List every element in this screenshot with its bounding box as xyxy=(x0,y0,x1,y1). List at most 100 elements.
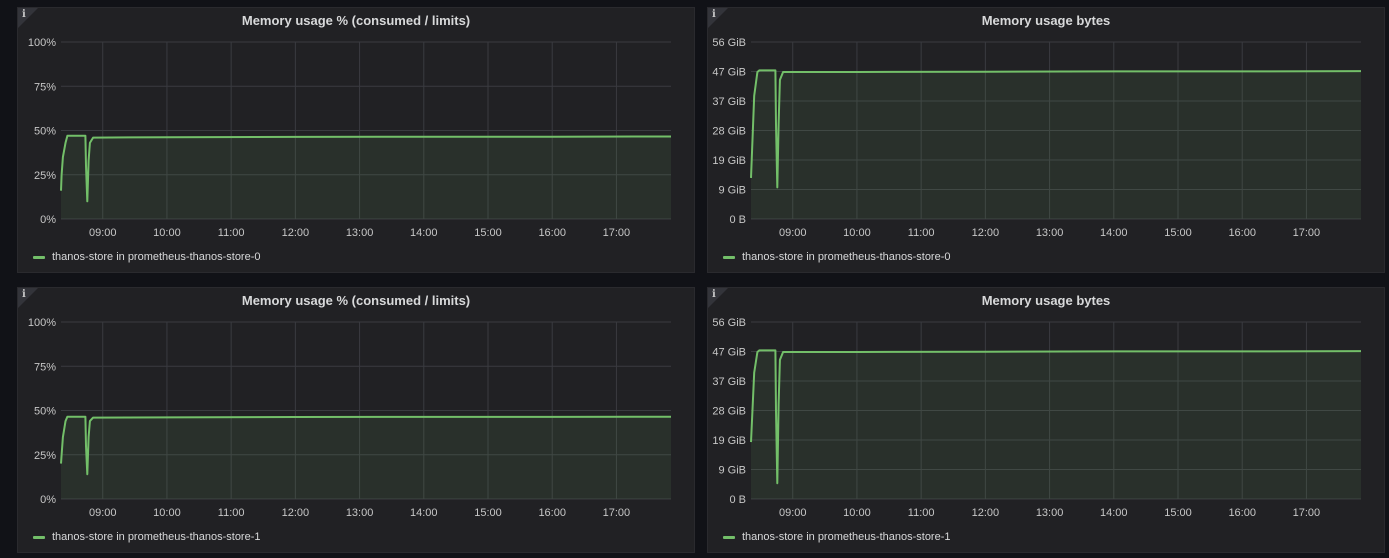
x-tick-label: 16:00 xyxy=(538,507,566,519)
memory-bytes-panel-store-0: i Memory usage bytes 56 GiB 47 GiB 37 GiB 2… xyxy=(707,7,1385,273)
series-area xyxy=(61,135,671,219)
y-tick-label: 47 GiB xyxy=(712,347,746,359)
x-tick-label: 09:00 xyxy=(779,507,807,519)
y-tick-label: 0 B xyxy=(729,214,746,226)
x-tick-label: 12:00 xyxy=(972,227,1000,239)
x-tick-label: 11:00 xyxy=(218,227,245,239)
series-line xyxy=(750,349,1362,485)
y-tick-label: 28 GiB xyxy=(712,406,746,418)
panel-title[interactable]: Memory usage bytes xyxy=(981,293,1111,308)
x-tick-label: 17:00 xyxy=(603,507,631,519)
legend-item[interactable]: thanos-store in prometheus-thanos-store-… xyxy=(33,531,261,543)
y-tick-label: 25% xyxy=(34,170,56,182)
series-line xyxy=(60,415,672,476)
series-area xyxy=(751,350,1361,499)
x-tick-label: 17:00 xyxy=(603,227,631,239)
legend-label: thanos-store in prometheus-thanos-store-… xyxy=(52,531,261,543)
x-tick-label: 17:00 xyxy=(1293,507,1321,519)
legend-swatch xyxy=(33,255,45,259)
y-tick-label: 47 GiB xyxy=(712,67,746,79)
x-tick-label: 12:00 xyxy=(282,227,310,239)
panel-info-corner[interactable] xyxy=(18,288,38,308)
x-tick-label: 12:00 xyxy=(972,507,1000,519)
x-tick-label: 09:00 xyxy=(89,507,117,519)
y-tick-label: 9 GiB xyxy=(718,465,746,477)
info-icon[interactable]: i xyxy=(22,289,26,300)
x-tick-label: 10:00 xyxy=(153,227,181,239)
panel-title[interactable]: Memory usage bytes xyxy=(981,13,1111,28)
y-tick-label: 37 GiB xyxy=(712,96,746,108)
x-tick-label: 11:00 xyxy=(908,227,935,239)
y-tick-label: 100% xyxy=(28,37,56,49)
legend-item[interactable]: thanos-store in prometheus-thanos-store-… xyxy=(33,251,261,263)
memory-bytes-panel-store-1: i Memory usage bytes 56 GiB 47 GiB 37 GiB 2… xyxy=(707,287,1385,553)
legend-label: thanos-store in prometheus-thanos-store-… xyxy=(742,251,951,263)
series-area xyxy=(751,70,1361,220)
chart[interactable]: 100% 75% 50% 25% 0% 09:00 10:00 11:00 12:00 13:00… xyxy=(18,8,696,274)
memory-percent-panel-store-0: i Memory usage % (consumed / limits) 100… xyxy=(17,7,695,273)
panel-title[interactable]: Memory usage % (consumed / limits) xyxy=(241,293,471,308)
y-tick-label: 75% xyxy=(34,81,56,93)
y-tick-label: 50% xyxy=(34,126,56,138)
x-tick-label: 14:00 xyxy=(410,507,438,519)
x-tick-label: 16:00 xyxy=(1228,507,1256,519)
y-tick-label: 19 GiB xyxy=(712,155,746,167)
panel-info-corner[interactable] xyxy=(18,8,38,28)
x-tick-label: 16:00 xyxy=(1228,227,1256,239)
panel-info-corner[interactable] xyxy=(708,288,728,308)
x-tick-label: 14:00 xyxy=(1100,227,1128,239)
x-tick-label: 13:00 xyxy=(346,507,374,519)
info-icon[interactable]: i xyxy=(712,9,716,20)
y-tick-label: 37 GiB xyxy=(712,376,746,388)
legend-swatch xyxy=(723,255,735,259)
chart[interactable]: 56 GiB 47 GiB 37 GiB 28 GiB 19 GiB 9 GiB 0 B 09… xyxy=(708,288,1386,554)
series-line xyxy=(750,69,1362,189)
x-tick-label: 12:00 xyxy=(282,507,310,519)
x-tick-label: 15:00 xyxy=(1164,227,1192,239)
x-tick-label: 09:00 xyxy=(89,227,117,239)
legend-label: thanos-store in prometheus-thanos-store-… xyxy=(742,531,951,543)
x-tick-label: 14:00 xyxy=(1100,507,1128,519)
y-tick-label: 19 GiB xyxy=(712,435,746,447)
x-tick-label: 16:00 xyxy=(538,227,566,239)
legend-item[interactable]: thanos-store in prometheus-thanos-store-… xyxy=(723,531,951,543)
x-tick-label: 11:00 xyxy=(218,507,245,519)
y-tick-label: 75% xyxy=(34,361,56,373)
series-area xyxy=(61,416,671,499)
x-tick-label: 13:00 xyxy=(346,227,374,239)
y-tick-label: 0% xyxy=(40,494,56,506)
y-tick-label: 56 GiB xyxy=(712,37,746,49)
panel-info-corner[interactable] xyxy=(708,8,728,28)
y-tick-label: 56 GiB xyxy=(712,317,746,329)
y-tick-label: 100% xyxy=(28,317,56,329)
legend-swatch xyxy=(33,535,45,539)
y-tick-label: 0 B xyxy=(729,494,746,506)
panel-title[interactable]: Memory usage % (consumed / limits) xyxy=(241,13,471,28)
y-tick-label: 28 GiB xyxy=(712,126,746,138)
memory-percent-panel-store-1: i Memory usage % (consumed / limits) 100… xyxy=(17,287,695,553)
x-tick-label: 13:00 xyxy=(1036,227,1064,239)
y-tick-label: 9 GiB xyxy=(718,185,746,197)
chart[interactable]: 56 GiB 47 GiB 37 GiB 28 GiB 19 GiB 9 GiB 0 B 09… xyxy=(708,8,1386,274)
legend-swatch xyxy=(723,535,735,539)
x-tick-label: 13:00 xyxy=(1036,507,1064,519)
x-tick-label: 17:00 xyxy=(1293,227,1321,239)
x-tick-label: 15:00 xyxy=(1164,507,1192,519)
x-tick-label: 10:00 xyxy=(843,227,871,239)
y-tick-label: 50% xyxy=(34,406,56,418)
x-tick-label: 10:00 xyxy=(153,507,181,519)
x-tick-label: 15:00 xyxy=(474,227,502,239)
x-tick-label: 10:00 xyxy=(843,507,871,519)
y-tick-label: 0% xyxy=(40,214,56,226)
y-tick-label: 25% xyxy=(34,450,56,462)
series-line xyxy=(60,134,672,203)
x-tick-label: 11:00 xyxy=(908,507,935,519)
x-tick-label: 15:00 xyxy=(474,507,502,519)
x-tick-label: 14:00 xyxy=(410,227,438,239)
info-icon[interactable]: i xyxy=(712,289,716,300)
legend-label: thanos-store in prometheus-thanos-store-… xyxy=(52,251,261,263)
legend-item[interactable]: thanos-store in prometheus-thanos-store-… xyxy=(723,251,951,263)
x-tick-label: 09:00 xyxy=(779,227,807,239)
info-icon[interactable]: i xyxy=(22,9,26,20)
chart[interactable]: 100% 75% 50% 25% 0% 09:00 10:00 11:00 12:00 13:00… xyxy=(18,288,696,554)
